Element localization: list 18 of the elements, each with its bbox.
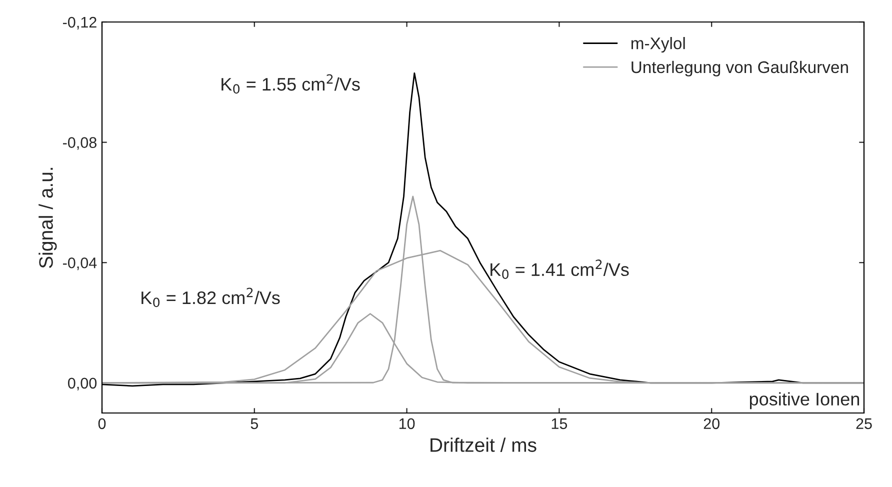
annotation: K$_{0}$ = 1.82 cm$^{2}$/Vs bbox=[142, 288, 280, 308]
y-tick-label: -0,04 bbox=[63, 257, 97, 270]
x-tick-label: 25 bbox=[856, 418, 872, 430]
y-tick-label: -0,08 bbox=[63, 137, 96, 150]
x-tick-label: 15 bbox=[552, 418, 568, 430]
x-tick-label: 5 bbox=[250, 418, 258, 430]
legend-label: m-Xylol bbox=[631, 37, 685, 53]
annotation: positive Ionen bbox=[750, 392, 860, 410]
annotation: K$_{0}$ = 1.41 cm$^{2}$/Vs bbox=[490, 260, 629, 279]
y-axis-title: Signal / a.u. bbox=[38, 168, 57, 268]
x-tick-label: 20 bbox=[704, 418, 720, 430]
y-tick-label: -0,12 bbox=[63, 16, 96, 30]
x-tick-label: 10 bbox=[399, 418, 415, 430]
x-tick-label: 0 bbox=[98, 418, 106, 430]
y-tick-label: 0,00 bbox=[68, 378, 97, 390]
x-axis-title: Driftzeit / ms bbox=[430, 438, 536, 452]
annotation: K$_{0}$ = 1.55 cm$^{2}$/Vs bbox=[222, 74, 360, 94]
legend-label: Unterlegung von Gaußkurven bbox=[632, 60, 848, 76]
